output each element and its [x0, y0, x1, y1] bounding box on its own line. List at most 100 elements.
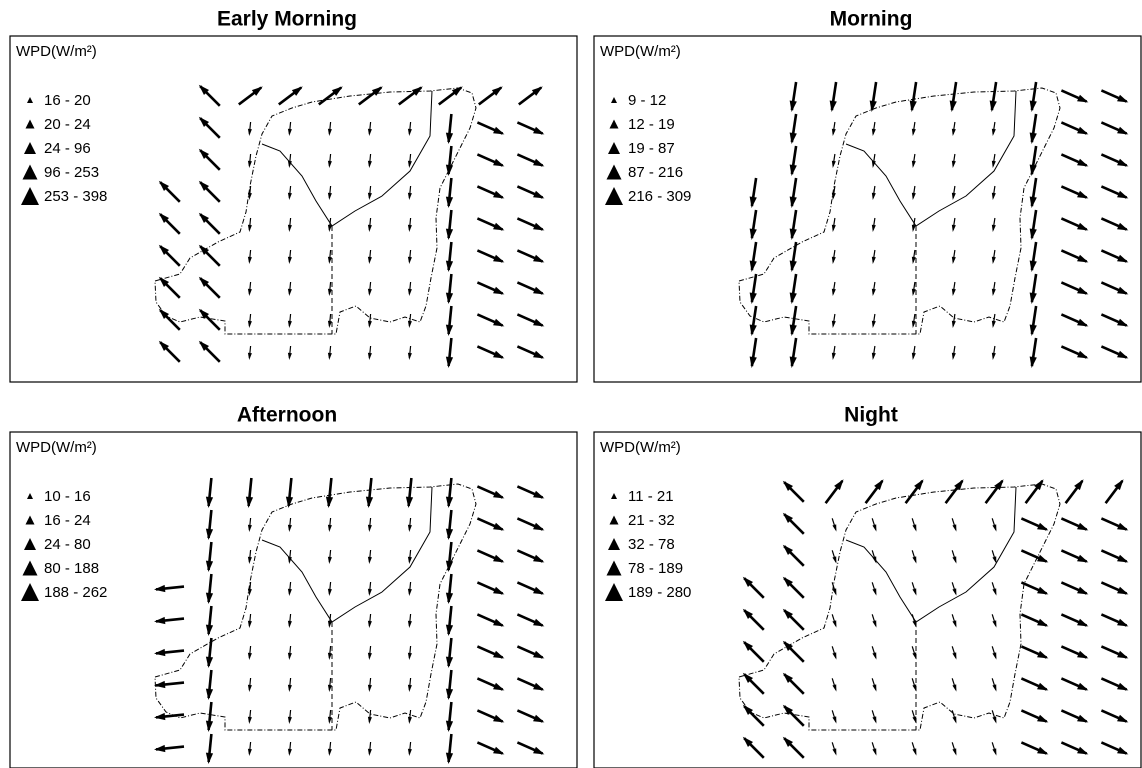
arrow-head: [1114, 479, 1124, 491]
arrow-head: [205, 528, 214, 540]
arrow-head: [911, 256, 916, 264]
state-border: [845, 486, 1017, 623]
arrow-head: [205, 624, 214, 636]
map-frame: [9, 431, 578, 768]
arrow-head: [533, 618, 545, 627]
arrow-head: [533, 586, 545, 595]
arrow-head: [327, 684, 332, 692]
arrow-head: [782, 480, 794, 492]
arrow-head: [834, 479, 844, 491]
arrow-head: [992, 748, 997, 756]
arrow-head: [327, 160, 332, 168]
arrow-head: [831, 160, 836, 168]
arrow-head: [287, 128, 292, 136]
arrow-head: [1074, 479, 1084, 491]
arrow-head: [247, 716, 252, 724]
arrow-head: [991, 256, 996, 264]
legend-symbol: [24, 142, 36, 154]
arrow-head: [493, 318, 505, 327]
arrow-head: [782, 704, 794, 716]
arrow-head: [287, 224, 292, 232]
arrow-head: [782, 672, 794, 684]
legend-symbol: [606, 164, 622, 180]
arrow-head: [445, 592, 454, 604]
arrow-head: [445, 720, 454, 732]
legend-label: 19 - 87: [628, 140, 675, 157]
arrow-head: [533, 158, 545, 167]
arrow-head: [1117, 158, 1129, 167]
arrow-head: [247, 160, 252, 168]
arrow-head: [205, 752, 214, 764]
arrow-head: [287, 652, 292, 660]
arrow-head: [445, 164, 454, 176]
arrow-head: [1117, 522, 1129, 531]
arrow-head: [407, 224, 412, 232]
arrow-head: [533, 490, 545, 499]
panel-title: Morning: [830, 8, 913, 31]
arrow-head: [782, 512, 794, 524]
arrow-head: [749, 260, 757, 272]
arrow-head: [951, 160, 956, 168]
legend-symbol: [605, 187, 623, 205]
arrow-head: [198, 116, 210, 128]
arrow-head: [247, 256, 252, 264]
arrow-head: [872, 588, 877, 596]
arrow-head: [912, 684, 917, 692]
arrow-head: [952, 652, 957, 660]
arrow-head: [367, 524, 372, 532]
arrow-head: [742, 640, 754, 652]
arrow-head: [1029, 164, 1037, 176]
arrow-head: [205, 592, 214, 604]
arrow-head: [911, 288, 916, 296]
arrow-head: [992, 652, 997, 660]
arrow-head: [367, 684, 372, 692]
arrow-head: [912, 620, 917, 628]
arrow-head: [327, 288, 332, 296]
arrow-head: [327, 748, 332, 756]
arrow-head: [782, 608, 794, 620]
arrow-head: [407, 716, 412, 724]
arrow-head: [951, 320, 956, 328]
map-panel: Morning WPD(W/m²) 9 - 12 12 - 19 19 - 87 87 -…: [593, 8, 1142, 383]
arrow-head: [912, 716, 917, 724]
arrow-head: [493, 286, 505, 295]
legend-symbol: [606, 560, 622, 576]
arrow-head: [445, 624, 454, 636]
arrow-head: [407, 320, 412, 328]
arrow-head: [789, 292, 797, 304]
arrow-head: [251, 86, 263, 96]
legend-symbol: [21, 187, 39, 205]
arrow-head: [832, 620, 837, 628]
arrow-head: [952, 588, 957, 596]
arrow-head: [872, 620, 877, 628]
legend-label: 24 - 80: [44, 536, 91, 553]
arrow-head: [1077, 190, 1089, 199]
arrow-head: [951, 224, 956, 232]
arrow-head: [911, 352, 916, 360]
coastline: [738, 483, 1061, 731]
arrow-head: [154, 744, 166, 753]
arrow-head: [832, 748, 837, 756]
arrow-head: [1029, 196, 1037, 208]
arrow-head: [1037, 650, 1049, 659]
legend-title: WPD(W/m²): [16, 439, 97, 456]
arrow-head: [1077, 522, 1089, 531]
arrow-head: [992, 716, 997, 724]
arrow-head: [992, 620, 997, 628]
arrow-head: [1077, 650, 1089, 659]
arrow-head: [1077, 618, 1089, 627]
arrow-head: [1077, 254, 1089, 263]
arrow-head: [367, 652, 372, 660]
arrow-head: [949, 100, 957, 112]
arrow-head: [445, 752, 454, 764]
arrow-head: [158, 340, 170, 352]
arrow-head: [1117, 586, 1129, 595]
arrow-head: [952, 716, 957, 724]
arrow-head: [407, 620, 412, 628]
arrow-head: [445, 260, 454, 272]
arrow-head: [911, 320, 916, 328]
coastline: [738, 87, 1061, 335]
arrow-head: [742, 576, 754, 588]
arrow-head: [287, 352, 292, 360]
arrow-head: [533, 222, 545, 231]
